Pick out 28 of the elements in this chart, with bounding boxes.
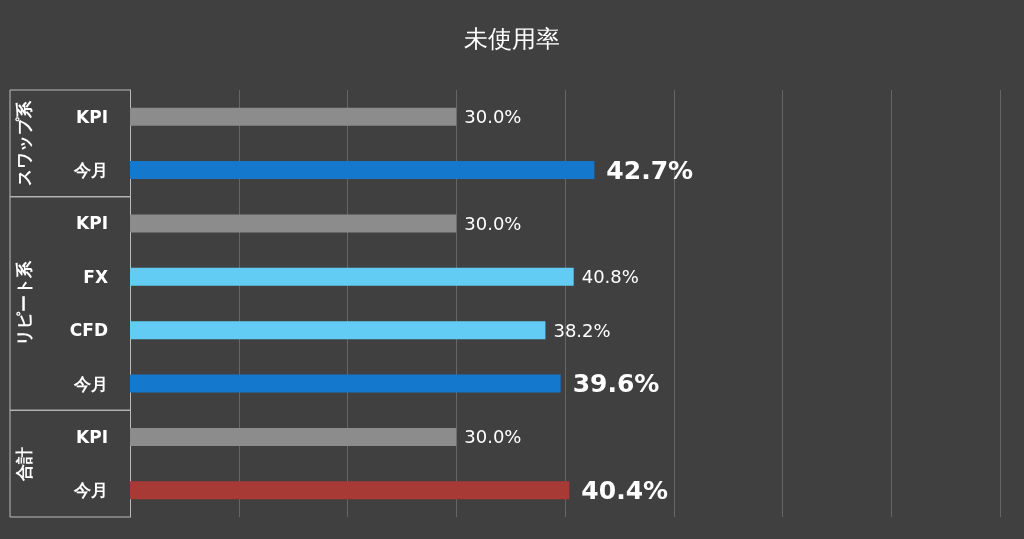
y-tick-label: 今月 xyxy=(73,480,108,501)
y-tick-label: FX xyxy=(83,266,108,287)
bar xyxy=(130,374,561,393)
y-tick-label: KPI xyxy=(76,106,108,127)
data-label: 30.0% xyxy=(464,106,522,128)
chart-title: 未使用率 xyxy=(464,25,560,53)
data-label: 40.4% xyxy=(581,475,669,505)
text: スワップ系 xyxy=(14,99,34,186)
data-label: 40.8% xyxy=(581,266,639,288)
bar xyxy=(130,321,546,340)
data-label: 30.0% xyxy=(464,212,522,234)
data-label: 38.2% xyxy=(553,319,611,341)
bar xyxy=(130,161,595,180)
y-tick-label: 今月 xyxy=(73,373,108,394)
bar xyxy=(130,481,570,500)
y-tick-label: CFD xyxy=(69,320,108,341)
bar xyxy=(130,267,574,286)
data-label: 30.0% xyxy=(464,426,522,448)
bar xyxy=(130,427,457,446)
data-label: 39.6% xyxy=(572,369,660,399)
bar xyxy=(130,107,457,126)
bar xyxy=(130,214,457,233)
y-tick-label: 今月 xyxy=(73,160,108,181)
text: リピート系 xyxy=(14,260,34,346)
data-label: 42.7% xyxy=(606,155,694,185)
y-tick-label: KPI xyxy=(76,213,108,234)
text: 合計 xyxy=(14,446,34,482)
y-tick-label: KPI xyxy=(76,426,108,447)
